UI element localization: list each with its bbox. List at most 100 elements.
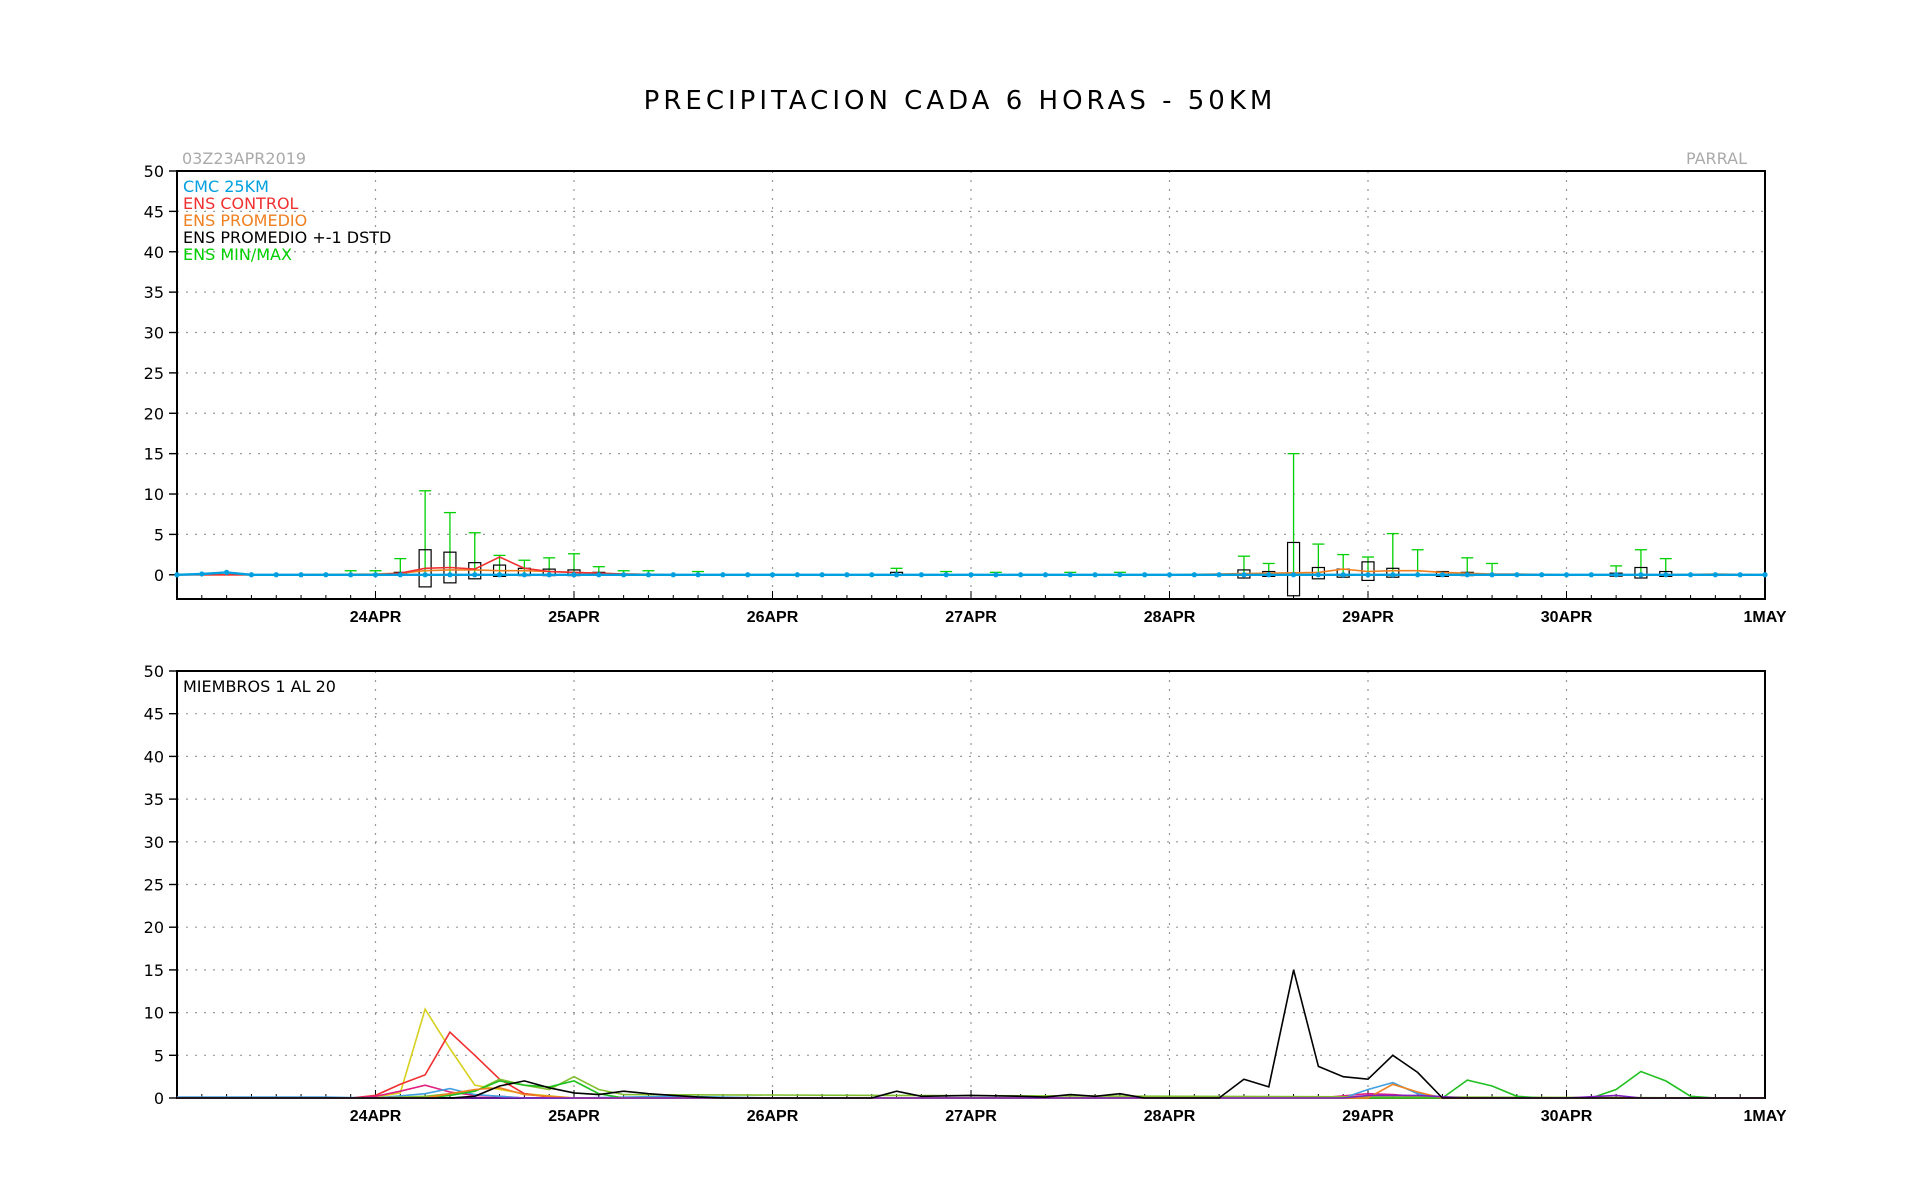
x-tick-label: 30APR [1541, 609, 1593, 626]
std-box [1634, 566, 1648, 579]
y-tick-label: 30 [144, 324, 164, 343]
cmc-point [1266, 572, 1272, 578]
member-line [177, 969, 1765, 1099]
y-tick-label: 10 [144, 1004, 164, 1023]
cmc-point [397, 572, 403, 578]
cmc-point [1191, 572, 1197, 578]
cmc-point [1762, 572, 1768, 578]
x-tick-label: 28APR [1144, 609, 1196, 626]
y-tick-label: 15 [144, 961, 164, 980]
cmc-point [670, 572, 676, 578]
cmc-point [1563, 572, 1570, 578]
cmc-point [844, 572, 850, 578]
init-time-label: 03Z23APR2019 [182, 149, 306, 168]
y-tick-label: 30 [144, 833, 164, 852]
cmc-point [422, 572, 428, 578]
bottom-panel: 24APR 25APR 26APR 27APR 28APR 29APR 30APR 1MAY 0… [144, 662, 1787, 1125]
cmc-point [1514, 572, 1520, 578]
members-annotation: MIEMBROS 1 AL 20 [183, 677, 336, 696]
cmc-point [1539, 572, 1545, 578]
cmc-point [298, 572, 304, 578]
cmc-point [645, 572, 652, 578]
x-tick-label: 27APR [945, 1108, 997, 1125]
y-tick-label: 20 [144, 918, 164, 937]
y-tick-label: 0 [154, 1089, 164, 1108]
cmc-point [1390, 572, 1396, 578]
cmc-point [745, 572, 751, 578]
cmc-point [993, 572, 999, 578]
cmc-point [447, 572, 453, 578]
y-tick-label: 5 [154, 525, 164, 544]
legend-entry: ENS PROMEDIO +-1 DSTD [183, 228, 391, 247]
cmc-point [869, 572, 875, 578]
y-tick-label: 0 [154, 566, 164, 585]
cmc-point [1067, 572, 1073, 578]
cmc-point [323, 572, 329, 578]
cmc-point [1216, 572, 1222, 578]
cmc-point [1737, 572, 1743, 578]
x-tick-label: 1MAY [1744, 1108, 1787, 1125]
cmc-point [372, 572, 379, 578]
cmc-point [720, 572, 726, 578]
cmc-point [1166, 572, 1173, 578]
cmc-point [174, 572, 180, 578]
cmc-point [571, 572, 577, 578]
y-tick-label: 20 [144, 404, 164, 423]
cmc-point [943, 572, 949, 578]
x-tick-label: 26APR [747, 609, 799, 626]
y-tick-label: 50 [144, 662, 164, 681]
cmc-point [819, 572, 825, 578]
y-tick-label: 35 [144, 790, 164, 809]
cmc-point [273, 572, 279, 578]
cmc-point [1241, 572, 1247, 578]
cmc-point [224, 569, 230, 575]
y-tick-label: 35 [144, 283, 164, 302]
cmc-point [1687, 572, 1694, 578]
cmc-point [496, 572, 503, 578]
cmc-point [769, 572, 776, 578]
cmc-point [521, 572, 527, 578]
x-tick-label: 28APR [1144, 1108, 1196, 1125]
cmc-point [1588, 572, 1594, 578]
cmc-point [1439, 572, 1446, 578]
cmc-point [918, 572, 924, 578]
cmc-point [1365, 572, 1371, 578]
x-tick-label: 25APR [548, 1108, 600, 1125]
x-tick-label: 25APR [548, 609, 600, 626]
cmc-point [621, 572, 627, 578]
cmc-point [546, 572, 552, 578]
y-tick-label: 45 [144, 705, 164, 724]
y-tick-label: 50 [144, 162, 164, 181]
y-tick-label: 45 [144, 202, 164, 221]
legend-entry: ENS PROMEDIO [183, 211, 307, 230]
cmc-point [1638, 572, 1644, 578]
cmc-point [1712, 572, 1718, 578]
y-tick-label: 25 [144, 364, 164, 383]
legend-entry: CMC 25KM [183, 177, 269, 196]
y-tick-label: 40 [144, 243, 164, 262]
cmc-point [1042, 572, 1049, 578]
cmc-point [1315, 572, 1321, 578]
x-tick-label: 1MAY [1744, 609, 1787, 626]
legend-entry: ENS MIN/MAX [183, 245, 292, 264]
top-panel: 24APR 25APR 26APR 27APR 28APR 29APR 30APR 1MAY 0… [144, 162, 1787, 626]
x-tick-label: 29APR [1342, 609, 1394, 626]
x-tick-label: 24APR [350, 1108, 402, 1125]
cmc-point [1613, 572, 1619, 578]
cmc-point [1117, 572, 1123, 578]
cmc-point [794, 572, 800, 578]
cmc-point [695, 572, 701, 578]
cmc-point [1142, 572, 1148, 578]
cmc-point [1415, 572, 1421, 578]
cmc-point [1464, 572, 1470, 578]
cmc-point [893, 572, 900, 578]
cmc-point [472, 572, 478, 578]
cmc-point [1663, 572, 1669, 578]
x-tick-label: 30APR [1541, 1108, 1593, 1125]
cmc-point [968, 572, 974, 578]
cmc-point [1092, 572, 1098, 578]
station-label: PARRAL [1686, 149, 1747, 168]
cmc-point [348, 572, 354, 578]
